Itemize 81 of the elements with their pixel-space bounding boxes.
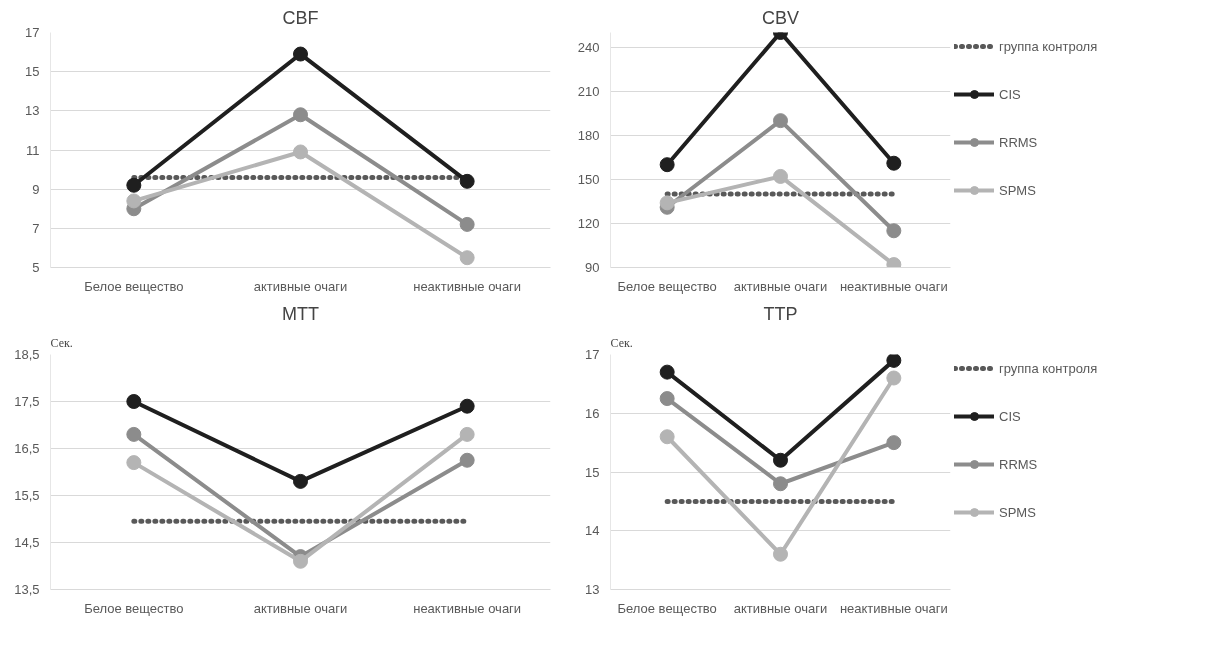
y-tick-label: 150 [577,171,600,187]
x-tick-label: неактивные очаги [413,278,522,294]
legend-label: SPMS [999,504,1036,520]
point [886,435,902,451]
point [126,177,142,193]
y-tick-label: 210 [577,83,600,99]
point [126,455,142,471]
x-tick-label: активные очаги [733,278,828,294]
point [126,426,142,442]
point [773,168,788,184]
y-tick-label: 90 [585,260,600,275]
x-tick-label: неактивные очаги [839,278,948,294]
y-tick-label: 7 [32,220,40,236]
point [459,216,475,232]
chart-title: TTP [763,303,798,324]
chart-title: CBF [282,7,319,28]
y-tick-label: 17 [25,25,40,40]
x-tick-label: активные очаги [253,600,348,616]
y-tick-label: 16 [585,405,600,421]
chart-title: MTT [282,303,319,324]
y-tick-label: 9 [32,181,40,197]
point [293,473,308,489]
point [659,195,675,211]
legend-label: CIS [999,86,1021,102]
point [126,193,142,209]
point [459,173,475,189]
y-tick-label: 180 [577,127,600,143]
x-tick-label: неактивные очаги [839,600,948,616]
legend-label: RRMS [999,456,1038,472]
y-tick-label: 5 [32,260,40,275]
legend-label: RRMS [999,134,1038,150]
point [773,452,788,468]
point [659,429,675,445]
point [293,144,308,160]
point [293,46,308,62]
y-tick-label: 14 [585,523,600,539]
y-tick-label: 15,5 [14,488,40,503]
x-tick-label: Белое вещество [84,600,184,616]
y-tick-label: 15 [585,464,600,480]
y-axis-title: Сек. [610,335,633,350]
y-tick-label: 17,5 [14,394,40,409]
point [126,394,142,409]
x-tick-label: активные очаги [733,600,828,616]
x-tick-label: Белое вещество [84,278,184,294]
y-tick-label: 15 [25,64,40,80]
point [659,391,675,407]
y-tick-label: 240 [577,39,600,55]
point [459,426,475,442]
x-tick-label: неактивные очаги [413,600,522,616]
point [773,546,788,562]
y-tick-label: 16,5 [14,441,40,456]
legend-label: группа контроля [999,360,1098,376]
point [773,476,788,492]
point [886,155,902,171]
x-tick-label: Белое вещество [617,600,717,616]
legend-label: SPMS [999,182,1036,198]
y-tick-label: 18,5 [14,347,40,362]
y-tick-label: 13 [585,582,600,597]
point [293,553,308,569]
point [659,157,675,173]
y-tick-label: 11 [26,142,40,158]
y-tick-label: 17 [585,347,600,362]
point [886,370,902,386]
y-tick-label: 13,5 [14,582,40,597]
point [459,250,475,266]
point [659,364,675,380]
point [293,107,308,123]
y-axis-title: Сек. [50,335,73,350]
point [886,354,902,368]
legend-label: CIS [999,408,1021,424]
x-tick-label: активные очаги [253,278,348,294]
point [773,113,788,129]
y-tick-label: 120 [577,215,600,231]
y-tick-label: 14,5 [14,535,40,550]
point [459,398,475,414]
x-tick-label: Белое вещество [617,278,717,294]
point [459,452,475,468]
y-tick-label: 13 [25,103,40,119]
point [886,223,902,239]
legend-label: группа контроля [999,38,1098,54]
chart-title: CBV [761,7,800,28]
